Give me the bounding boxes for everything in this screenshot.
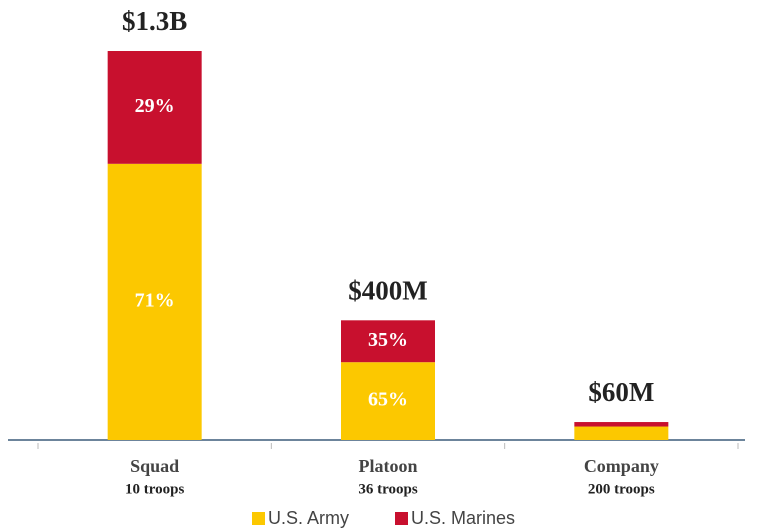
legend-label: U.S. Marines — [411, 508, 515, 528]
segment-label: 65% — [368, 389, 408, 411]
category-label: Platoon — [358, 456, 417, 476]
total-label: $400M — [348, 276, 427, 306]
legend-label: U.S. Army — [268, 508, 349, 528]
category-label: Squad — [130, 456, 179, 476]
bar-segment — [107, 51, 202, 164]
segment-label: 71% — [135, 289, 175, 311]
category-label: Company — [584, 456, 659, 476]
segment-label: 29% — [135, 95, 175, 117]
category-sublabel: 200 troops — [588, 481, 655, 497]
bar-segment — [574, 422, 669, 427]
bar-segment — [107, 163, 202, 440]
bar-segment — [341, 320, 435, 363]
legend-swatch — [395, 512, 408, 525]
bar-segment — [341, 362, 435, 440]
total-label: $60M — [588, 377, 654, 407]
category-sublabel: 10 troops — [125, 481, 184, 497]
category-sublabel: 36 troops — [358, 481, 417, 497]
legend-swatch — [252, 512, 265, 525]
total-label: $1.3B — [122, 6, 187, 36]
bar-segment — [574, 426, 669, 440]
segment-label: 35% — [368, 329, 408, 351]
